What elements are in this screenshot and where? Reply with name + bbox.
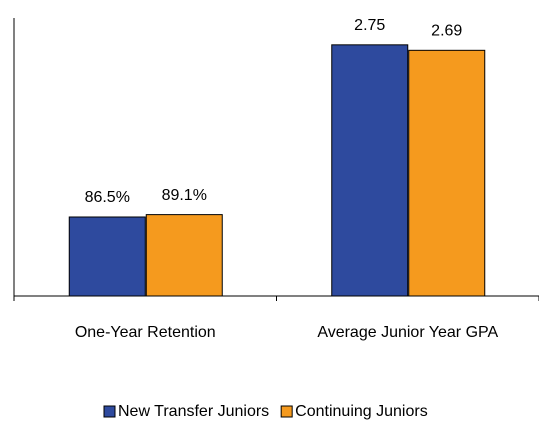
legend-label: New Transfer Juniors [118, 403, 269, 420]
bar [145, 214, 223, 297]
x-tick-label: One-Year Retention [75, 324, 216, 341]
x-tick-label: Average Junior Year GPA [317, 324, 498, 341]
legend-label: Continuing Juniors [295, 403, 428, 420]
legend-swatch [280, 405, 293, 418]
bar [68, 216, 146, 297]
value-label: 2.69 [431, 23, 462, 40]
bar [331, 44, 409, 297]
value-label: 2.75 [354, 17, 385, 34]
legend-swatch [103, 405, 116, 418]
value-label: 86.5% [85, 189, 130, 206]
value-label: 89.1% [162, 187, 207, 204]
bar [408, 49, 486, 297]
